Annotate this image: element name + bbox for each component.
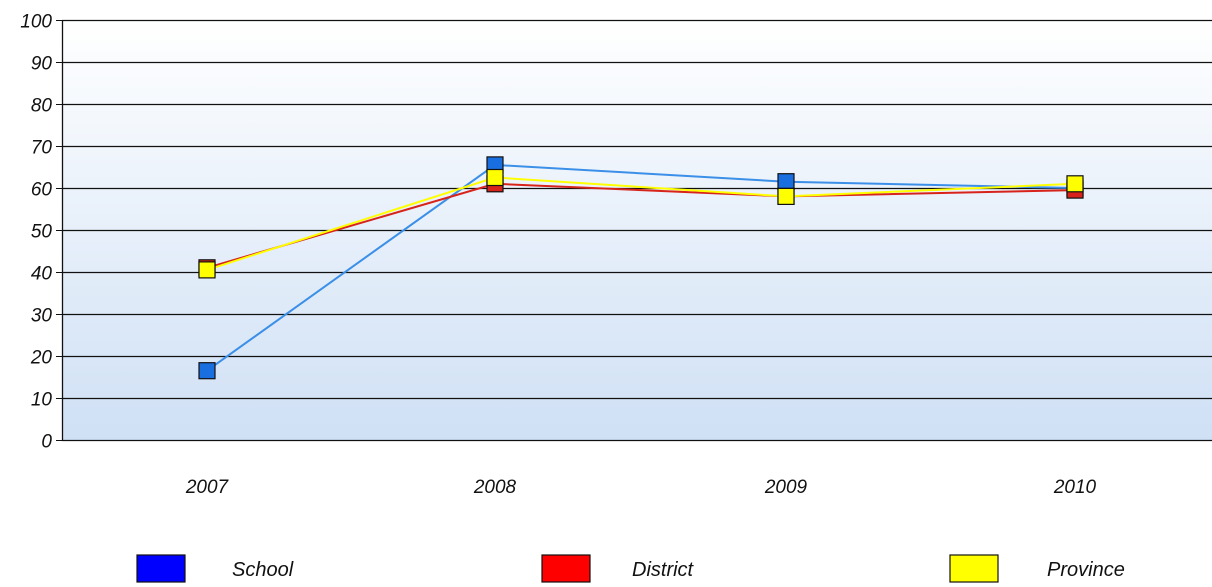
- legend-item-school: School: [136, 554, 294, 583]
- legend-label-province: Province: [1047, 559, 1125, 581]
- marker-school-2009: [777, 173, 795, 191]
- x-tick-label-2010: 2010: [1053, 477, 1097, 498]
- legend-item-district: District: [541, 554, 695, 583]
- y-tick-label-70: 70: [31, 138, 53, 159]
- y-axis-ticks: 0 10 20 30 40 50 60 70 80 90 100: [20, 12, 62, 453]
- legend-label-district: District: [632, 559, 695, 581]
- y-tick-label-50: 50: [31, 222, 53, 243]
- series-line-school: [206, 163, 1076, 372]
- series-lines: [206, 163, 1076, 372]
- series-line-district: [206, 182, 1076, 269]
- x-tick-label-2008: 2008: [473, 477, 517, 498]
- y-tick-label-100: 100: [20, 12, 52, 33]
- marker-province-2007: [198, 261, 216, 279]
- legend-label-school: School: [232, 559, 294, 581]
- marker-province-2010: [1066, 175, 1084, 193]
- y-tick-label-30: 30: [31, 306, 53, 327]
- y-tick-label-0: 0: [41, 432, 52, 453]
- legend-swatch-province: [949, 554, 999, 583]
- x-tick-label-2007: 2007: [185, 477, 230, 498]
- series-markers: [198, 156, 1084, 380]
- legend-swatch-school: [136, 554, 186, 583]
- y-tick-label-40: 40: [31, 264, 53, 285]
- axes: [61, 20, 1212, 442]
- series-line-province: [206, 176, 1076, 271]
- legend-swatch-district: [541, 554, 591, 583]
- y-tick-label-90: 90: [31, 54, 53, 75]
- legend-item-province: Province: [949, 554, 1125, 583]
- legend: School District Province: [136, 554, 1125, 583]
- y-tick-label-10: 10: [31, 390, 53, 411]
- x-tick-label-2009: 2009: [764, 477, 808, 498]
- marker-school-2007: [198, 362, 216, 380]
- y-tick-label-80: 80: [31, 96, 53, 117]
- x-axis-ticks: 2007 2008 2009 2010: [185, 477, 1097, 498]
- y-tick-label-60: 60: [31, 180, 53, 201]
- y-tick-label-20: 20: [30, 348, 53, 369]
- marker-province-2008: [486, 168, 504, 187]
- gridlines: [62, 19, 1212, 400]
- marker-province-2009: [777, 187, 795, 205]
